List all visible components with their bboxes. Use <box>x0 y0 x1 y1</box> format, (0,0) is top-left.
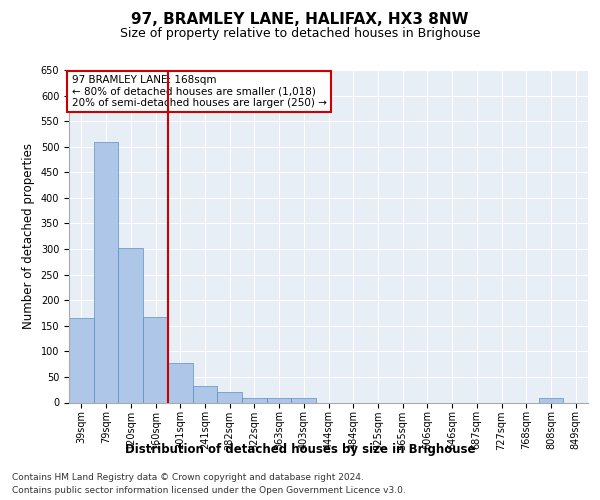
Bar <box>267 398 292 402</box>
Bar <box>242 398 267 402</box>
Bar <box>118 248 143 402</box>
Bar <box>143 316 168 402</box>
Bar <box>539 398 563 402</box>
Bar <box>168 362 193 403</box>
Text: 97 BRAMLEY LANE: 168sqm
← 80% of detached houses are smaller (1,018)
20% of semi: 97 BRAMLEY LANE: 168sqm ← 80% of detache… <box>71 75 326 108</box>
Text: 97, BRAMLEY LANE, HALIFAX, HX3 8NW: 97, BRAMLEY LANE, HALIFAX, HX3 8NW <box>131 12 469 28</box>
Text: Distribution of detached houses by size in Brighouse: Distribution of detached houses by size … <box>125 442 475 456</box>
Bar <box>217 392 242 402</box>
Bar <box>292 398 316 402</box>
Text: Size of property relative to detached houses in Brighouse: Size of property relative to detached ho… <box>120 28 480 40</box>
Text: Contains HM Land Registry data © Crown copyright and database right 2024.: Contains HM Land Registry data © Crown c… <box>12 472 364 482</box>
Bar <box>69 318 94 402</box>
Bar <box>94 142 118 402</box>
Text: Contains public sector information licensed under the Open Government Licence v3: Contains public sector information licen… <box>12 486 406 495</box>
Bar <box>193 386 217 402</box>
Y-axis label: Number of detached properties: Number of detached properties <box>22 143 35 329</box>
